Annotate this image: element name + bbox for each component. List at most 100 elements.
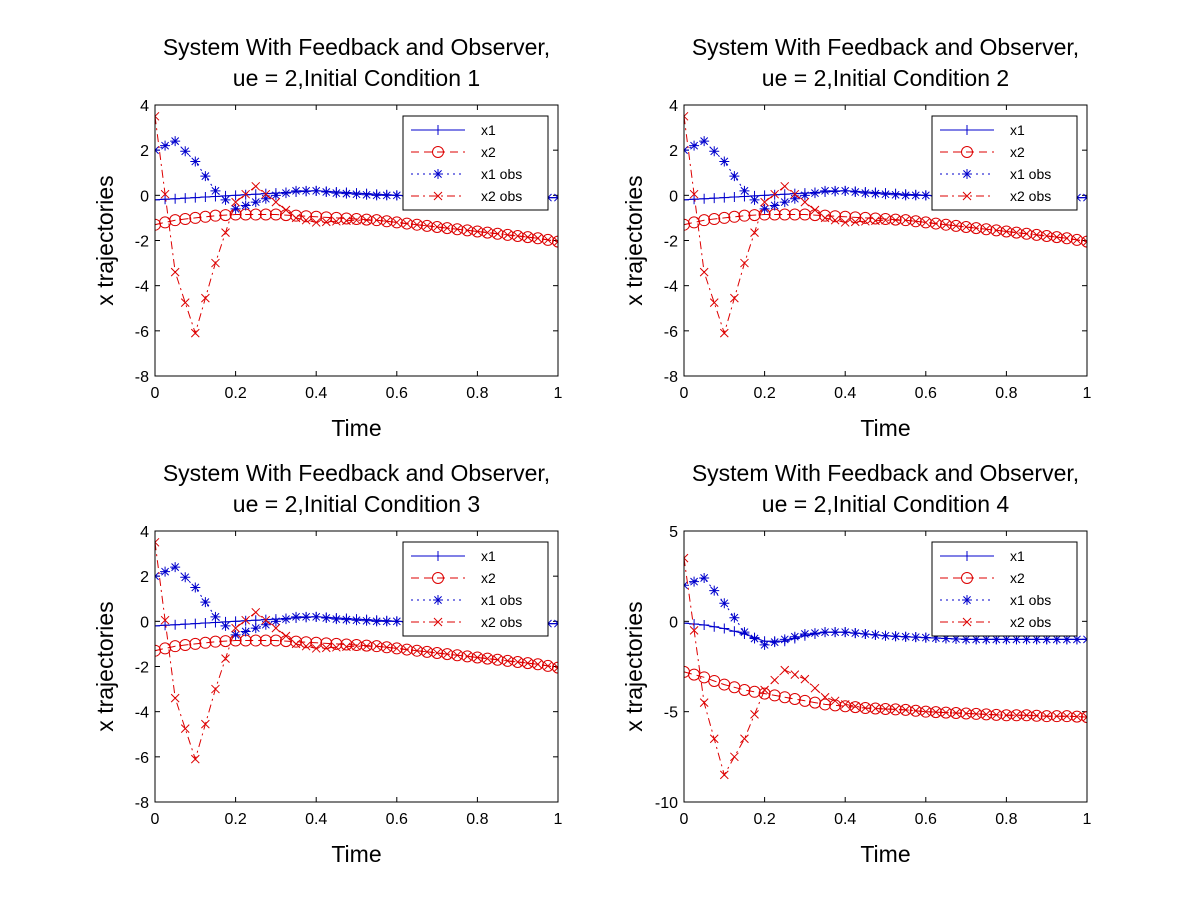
data-point: [961, 709, 971, 718]
axes-box: [683, 530, 1088, 803]
y-tick-label: -4: [664, 279, 678, 296]
data-point: [391, 616, 402, 627]
data-point: [350, 639, 363, 652]
data-point: [820, 692, 830, 702]
data-point: [290, 635, 303, 648]
data-point: [360, 639, 373, 652]
data-point: [462, 651, 472, 661]
legend: x1 x2 x1 obs x2 obs: [402, 541, 549, 637]
data-point: [911, 706, 921, 716]
data-point: [971, 709, 981, 719]
y-tick-label: -4: [135, 705, 149, 722]
axes-box: [683, 104, 1088, 377]
data-point: [341, 614, 352, 625]
data-point: [412, 646, 422, 656]
data-point: [169, 640, 182, 653]
data-point: [320, 211, 333, 224]
series-line-x2: [155, 214, 558, 243]
data-point: [879, 213, 892, 226]
data-point: [422, 647, 432, 657]
data-point: [220, 620, 231, 631]
data-point: [431, 220, 444, 233]
data-point: [291, 611, 302, 622]
data-point: [402, 645, 412, 654]
data-point: [1042, 711, 1052, 721]
x-tick-label: 0.2: [753, 385, 775, 402]
data-point: [719, 192, 730, 203]
data-point: [1012, 710, 1021, 720]
data-point: [718, 211, 731, 224]
data-point: [473, 227, 482, 236]
data-point: [780, 181, 790, 191]
data-point: [270, 190, 281, 201]
data-point: [940, 633, 951, 644]
data-point: [970, 707, 983, 720]
data-point: [919, 216, 932, 229]
data-point: [689, 189, 699, 199]
data-point: [779, 197, 790, 208]
data-point: [1010, 226, 1023, 239]
data-point: [800, 197, 810, 207]
data-point: [390, 216, 403, 229]
data-point: [501, 654, 514, 667]
data-point: [320, 637, 333, 650]
y-tick-label: 5: [669, 524, 678, 541]
x-axis-label: Time: [860, 841, 910, 867]
legend-marker: [962, 617, 972, 627]
data-point: [155, 620, 160, 631]
y-tick-label: 2: [669, 143, 678, 160]
data-point: [901, 705, 911, 715]
legend-entry-label: x1: [1010, 122, 1025, 138]
data-point: [950, 707, 963, 720]
legend-entry-label: x2: [1010, 570, 1025, 586]
data-point: [719, 598, 730, 609]
y-tick-label: -10: [655, 795, 678, 812]
data-point: [211, 684, 220, 694]
data-point: [699, 698, 709, 707]
data-point: [829, 699, 842, 712]
data-point: [342, 216, 351, 226]
data-point: [160, 615, 170, 625]
chart-panel-4: System With Feedback and Observer, ue = 2…: [621, 460, 1092, 867]
data-point: [350, 213, 363, 226]
data-point: [921, 218, 931, 227]
data-point: [1022, 229, 1031, 239]
data-point: [730, 293, 739, 303]
x-tick-label: 0.2: [224, 385, 246, 402]
data-point: [281, 205, 291, 215]
data-point: [778, 691, 791, 704]
data-point: [689, 576, 700, 587]
data-point: [860, 188, 871, 199]
data-point: [190, 156, 201, 167]
data-point: [452, 224, 462, 234]
data-point: [1040, 229, 1053, 242]
data-point: [160, 140, 171, 151]
x-tick-label: 1: [554, 385, 563, 402]
data-point: [849, 701, 862, 714]
data-point: [699, 267, 709, 277]
data-point: [190, 582, 201, 593]
data-point: [770, 189, 780, 199]
series-markers-x2: [684, 208, 1087, 248]
data-point: [491, 653, 504, 666]
data-point: [493, 229, 502, 239]
data-point: [513, 231, 523, 241]
data-point: [809, 628, 820, 639]
data-point: [1000, 225, 1013, 238]
data-point: [291, 185, 302, 196]
y-tick-label: 0: [140, 188, 149, 205]
data-point: [155, 537, 160, 547]
legend-entry-label: x2 obs: [1010, 614, 1051, 630]
data-point: [221, 228, 230, 237]
data-point: [280, 614, 291, 625]
data-point: [155, 194, 160, 205]
chart-title-line: System With Feedback and Observer,: [692, 460, 1079, 486]
data-point: [809, 188, 820, 199]
data-point: [890, 189, 901, 200]
data-point: [929, 217, 942, 230]
data-point: [521, 231, 534, 244]
data-point: [180, 193, 191, 204]
data-point: [210, 611, 221, 622]
data-point: [422, 221, 432, 231]
data-point: [830, 185, 841, 196]
